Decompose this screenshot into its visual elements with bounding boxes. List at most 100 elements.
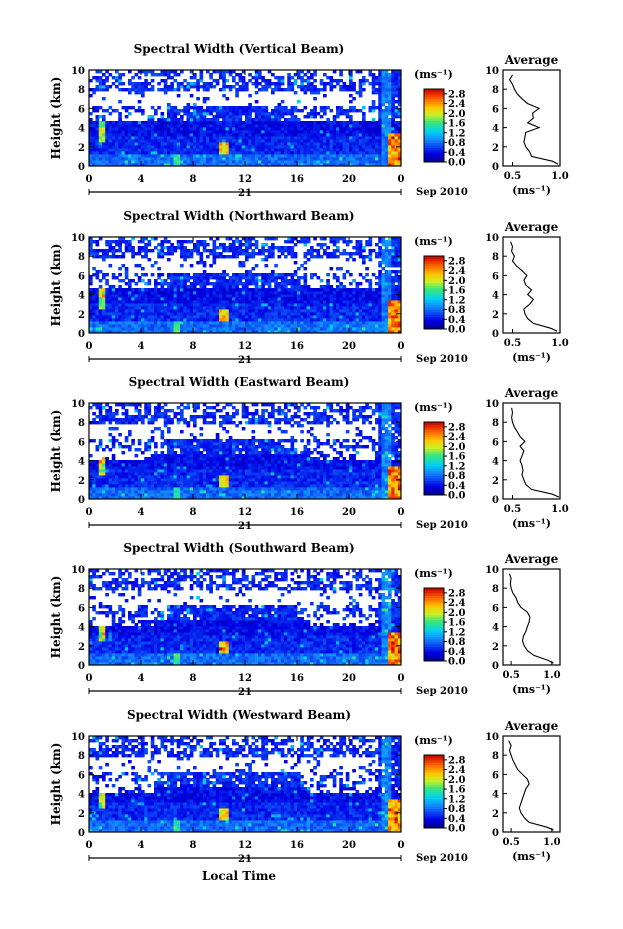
profile-line <box>508 573 554 664</box>
profile-y-tick-label: 10 <box>485 399 499 410</box>
y-tick-label: 4 <box>78 457 85 468</box>
y-tick-label: 8 <box>78 418 85 429</box>
colorbar-segment <box>424 656 444 660</box>
panel-title: Spectral Width (Eastward Beam) <box>129 375 350 389</box>
colorbar-tick-label: 0.4 <box>448 315 465 326</box>
x-tick-label: 0 <box>86 840 93 851</box>
y-tick-label: 10 <box>71 399 85 410</box>
colorbar-segment <box>424 803 444 807</box>
panel-5: Spectral Width (Westward Beam)0 4 8 12 16 20 0… <box>49 708 561 865</box>
colorbar-segment <box>424 653 444 657</box>
profile-y-tick-label: 8 <box>492 252 499 263</box>
colorbar-segment <box>424 424 444 428</box>
colorbar-tick-label: 2.8 <box>448 89 465 100</box>
colorbar-segment <box>424 490 444 494</box>
colorbar-segment <box>424 297 444 301</box>
colorbar-segment <box>424 137 444 141</box>
profile-y-tick-label: 0 <box>492 329 499 340</box>
profile-y-tick-label: 2 <box>492 642 499 653</box>
panel-title: Spectral Width (Westward Beam) <box>127 708 351 722</box>
x-tick-label: 0 <box>86 174 93 185</box>
y-tick-label: 6 <box>78 271 85 282</box>
colorbar-unit: (ms⁻¹) <box>414 68 453 81</box>
x-tick-label: 20 <box>342 840 356 851</box>
colorbar-segment <box>424 324 444 328</box>
colorbar-segment <box>424 755 444 758</box>
profile-y-tick-label: 6 <box>492 271 499 282</box>
colorbar-tick-label: 1.6 <box>448 785 465 796</box>
colorbar-segment <box>424 91 444 95</box>
x-tick-label: 8 <box>190 174 197 185</box>
colorbar-tick-label: 2.8 <box>448 422 465 433</box>
y-tick-label: 0 <box>78 495 85 506</box>
colorbar-tick-label: 1.2 <box>448 627 465 638</box>
y-axis-label: Height (km) <box>49 743 63 826</box>
colorbar-segment <box>424 446 444 450</box>
colorbar-segment <box>424 460 444 464</box>
colorbar-segment <box>424 152 444 156</box>
colorbar-segment <box>424 270 444 274</box>
colorbar-segment <box>424 458 444 462</box>
colorbar-segment <box>424 617 444 621</box>
colorbar-segment <box>424 135 444 139</box>
colorbar-tick-label: 2.4 <box>448 598 465 609</box>
colorbar-segment <box>424 321 444 325</box>
date-label: Sep 2010 <box>416 354 468 365</box>
colorbar-segment <box>424 265 444 269</box>
colorbar-segment <box>424 602 444 606</box>
y-tick-label: 0 <box>78 828 85 839</box>
y-tick-label: 4 <box>78 623 85 634</box>
colorbar-segment <box>424 268 444 272</box>
colorbar-segment <box>424 798 444 802</box>
colorbar-segment <box>424 314 444 318</box>
colorbar-frame <box>423 587 445 662</box>
colorbar-unit: (ms⁻¹) <box>414 734 453 747</box>
colorbar-tick-label: 0.4 <box>448 148 465 159</box>
colorbar-segment <box>424 277 444 281</box>
panel-title: Spectral Width (Vertical Beam) <box>134 42 345 56</box>
profile-unit: (ms⁻¹) <box>512 850 551 863</box>
colorbar-segment <box>424 429 444 433</box>
colorbar-segment <box>424 93 444 97</box>
y-axis-label: Height (km) <box>49 576 63 659</box>
colorbar-segment <box>424 311 444 315</box>
profile-y-tick-label: 10 <box>485 732 499 743</box>
profile-y-tick-label: 8 <box>492 584 499 595</box>
colorbar-tick-label: 0.4 <box>448 814 465 825</box>
colorbar-segment <box>424 651 444 655</box>
colorbar-segment <box>424 636 444 640</box>
colorbar-segment <box>424 304 444 308</box>
panel-4: Spectral Width (Southward Beam)0 4 8 12 16 20… <box>49 541 561 698</box>
colorbar-tick-label: 1.6 <box>448 119 465 130</box>
panel-title: Spectral Width (Northward Beam) <box>123 209 354 223</box>
colorbar-segment <box>424 786 444 790</box>
colorbar-segment <box>424 436 444 440</box>
profile-title: Average <box>504 386 559 400</box>
colorbar-tick-label: 2.0 <box>448 442 465 453</box>
profile-frame <box>502 568 561 666</box>
colorbar-segment <box>424 157 444 161</box>
colorbar-segment <box>424 319 444 323</box>
colorbar-segment <box>424 282 444 286</box>
heatmap-field <box>89 237 402 334</box>
colorbar-tick-label: 2.8 <box>448 755 465 766</box>
profile-title: Average <box>504 220 559 234</box>
x-tick-label: 8 <box>190 840 197 851</box>
colorbar-segment <box>424 643 444 647</box>
x-tick-label: 0 <box>398 507 405 518</box>
colorbar-segment <box>424 115 444 119</box>
profile-y-tick-label: 2 <box>492 143 499 154</box>
x-tick-label: 4 <box>138 673 145 684</box>
colorbar-segment <box>424 480 444 484</box>
colorbar-segment <box>424 482 444 486</box>
colorbar-segment <box>424 273 444 276</box>
profile-y-tick-label: 10 <box>485 66 499 77</box>
colorbar-segment <box>424 140 444 144</box>
profile-unit: (ms⁻¹) <box>512 351 551 364</box>
colorbar-tick-label: 1.6 <box>448 286 465 297</box>
profile-line <box>511 407 560 498</box>
colorbar-tick-label: 2.4 <box>448 99 465 110</box>
colorbar-segment <box>424 764 444 768</box>
profile-line <box>508 740 554 831</box>
profile-title: Average <box>504 552 559 566</box>
